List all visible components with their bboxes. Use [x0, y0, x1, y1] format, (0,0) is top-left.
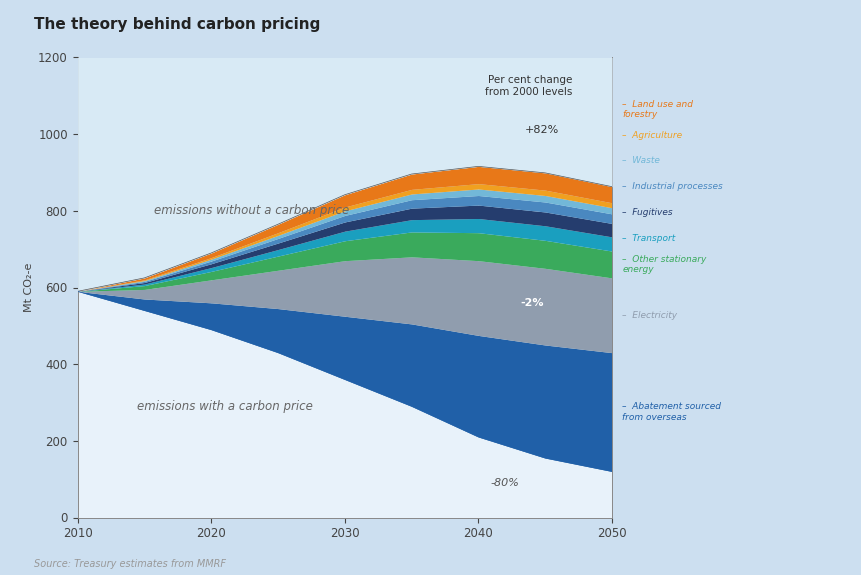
Y-axis label: Mt CO₂-e: Mt CO₂-e — [24, 263, 34, 312]
Text: –  Electricity: – Electricity — [622, 311, 677, 320]
Text: –  Abatement sourced
from overseas: – Abatement sourced from overseas — [622, 402, 721, 422]
Text: -2%: -2% — [519, 298, 543, 308]
Text: –  Industrial processes: – Industrial processes — [622, 182, 722, 191]
Text: –  Transport: – Transport — [622, 234, 675, 243]
Text: –  Waste: – Waste — [622, 156, 660, 166]
Text: +82%: +82% — [523, 125, 558, 135]
Text: emissions without a carbon price: emissions without a carbon price — [153, 204, 349, 217]
Text: -80%: -80% — [490, 478, 519, 488]
Text: –  Land use and
forestry: – Land use and forestry — [622, 99, 692, 119]
Text: emissions with a carbon price: emissions with a carbon price — [136, 400, 313, 413]
Text: –  Other stationary
energy: – Other stationary energy — [622, 255, 706, 274]
Text: Per cent change
from 2000 levels: Per cent change from 2000 levels — [484, 75, 572, 97]
Text: Source: Treasury estimates from MMRF: Source: Treasury estimates from MMRF — [34, 559, 226, 569]
Text: –  Fugitives: – Fugitives — [622, 208, 672, 217]
Text: The theory behind carbon pricing: The theory behind carbon pricing — [34, 17, 320, 32]
Text: –  Agriculture: – Agriculture — [622, 131, 682, 140]
